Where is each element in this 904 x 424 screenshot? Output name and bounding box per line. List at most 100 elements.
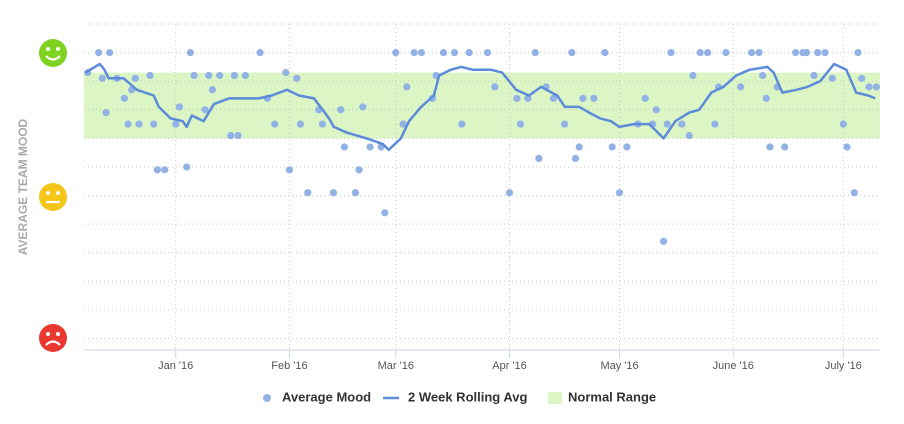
mood-point bbox=[296, 120, 305, 128]
mood-point bbox=[535, 154, 543, 163]
face-happy bbox=[39, 39, 67, 67]
mood-point bbox=[689, 71, 697, 80]
mood-point bbox=[531, 48, 539, 57]
mood-point bbox=[161, 166, 169, 174]
mood-point bbox=[366, 143, 374, 151]
x-tick-label: Apr '16 bbox=[492, 360, 527, 372]
mood-point bbox=[792, 48, 800, 57]
mood-point bbox=[282, 69, 290, 77]
mood-point bbox=[359, 103, 367, 111]
mood-point bbox=[201, 106, 209, 114]
mood-point bbox=[106, 48, 114, 57]
mood-point bbox=[234, 131, 242, 140]
mood-point bbox=[810, 71, 818, 80]
mood-point bbox=[102, 109, 110, 117]
mood-point bbox=[205, 71, 213, 80]
mood-point bbox=[571, 154, 580, 163]
mood-point bbox=[190, 71, 198, 80]
mood-point bbox=[417, 48, 426, 57]
mood-point bbox=[590, 94, 598, 102]
mood-point bbox=[392, 48, 400, 57]
mood-point bbox=[850, 189, 858, 197]
mood-point bbox=[208, 86, 216, 94]
mood-point bbox=[854, 48, 862, 57]
mood-point bbox=[410, 48, 418, 57]
y-axis-title: AVERAGE TEAM MOOD bbox=[16, 118, 30, 255]
mood-point bbox=[230, 71, 238, 80]
x-tick-label: June '16 bbox=[713, 360, 754, 372]
mood-point bbox=[491, 83, 499, 91]
mood-point bbox=[513, 94, 521, 102]
mood-point bbox=[516, 120, 525, 128]
mood-point bbox=[124, 120, 132, 128]
mood-point bbox=[781, 143, 789, 151]
x-tick-label: Jan '16 bbox=[158, 360, 193, 372]
mood-point bbox=[329, 189, 338, 197]
mood-point bbox=[568, 48, 576, 57]
mood-point bbox=[579, 94, 587, 102]
mood-point bbox=[120, 94, 128, 102]
legend-label: 2 Week Rolling Avg bbox=[408, 389, 527, 404]
mood-point bbox=[615, 189, 624, 197]
legend-label: Normal Range bbox=[568, 389, 656, 404]
mood-point bbox=[696, 48, 704, 57]
legend-marker bbox=[548, 392, 562, 404]
mood-point bbox=[623, 143, 631, 151]
x-tick-label: July '16 bbox=[825, 360, 862, 372]
mood-point bbox=[98, 74, 106, 82]
x-tick-label: Mar '16 bbox=[378, 360, 414, 372]
mood-point bbox=[458, 120, 466, 128]
mood-point bbox=[766, 143, 774, 151]
mood-point bbox=[465, 48, 473, 57]
legend-label: Average Mood bbox=[282, 389, 371, 404]
mood-point bbox=[256, 48, 264, 57]
mood-point bbox=[183, 163, 191, 171]
mood-point bbox=[483, 48, 492, 57]
mood-point bbox=[216, 71, 224, 80]
mood-point bbox=[722, 48, 730, 57]
mood-point bbox=[399, 120, 407, 128]
mood-point bbox=[737, 83, 745, 91]
mood-point bbox=[131, 74, 139, 82]
mood-point bbox=[759, 71, 767, 80]
mood-point bbox=[678, 120, 686, 128]
mood-point bbox=[803, 48, 811, 57]
mood-point bbox=[872, 83, 880, 91]
mood-point bbox=[146, 71, 154, 80]
mood-point bbox=[318, 120, 327, 128]
mood-point bbox=[271, 120, 279, 128]
mood-point bbox=[839, 120, 847, 128]
mood-point bbox=[150, 120, 158, 128]
mood-point bbox=[227, 131, 235, 140]
mood-point bbox=[652, 106, 660, 114]
mood-point bbox=[172, 120, 180, 128]
mood-point bbox=[667, 48, 675, 57]
mood-point bbox=[748, 48, 756, 57]
normal-range-band bbox=[84, 72, 880, 139]
mood-point bbox=[153, 166, 161, 174]
mood-point bbox=[135, 120, 143, 128]
mood-point bbox=[351, 189, 360, 197]
mood-point bbox=[381, 209, 389, 217]
x-tick-label: Feb '16 bbox=[271, 360, 307, 372]
mood-point bbox=[285, 166, 294, 174]
mood-point bbox=[608, 143, 616, 151]
mood-point bbox=[549, 94, 558, 102]
mood-point bbox=[293, 74, 301, 82]
mood-point bbox=[340, 143, 349, 151]
x-tick-label: May '16 bbox=[600, 360, 638, 372]
mood-point bbox=[337, 106, 345, 114]
rolling-average-line bbox=[84, 62, 876, 152]
mood-point bbox=[685, 131, 693, 140]
mood-point bbox=[241, 71, 250, 80]
mood-point bbox=[641, 94, 649, 102]
face-sad bbox=[39, 324, 67, 352]
mood-point bbox=[703, 48, 712, 57]
face-neutral bbox=[39, 183, 67, 211]
mood-point bbox=[601, 48, 609, 57]
mood-point bbox=[755, 48, 763, 57]
mood-point bbox=[560, 120, 569, 128]
legend-marker bbox=[263, 394, 271, 402]
mood-point bbox=[505, 189, 514, 197]
